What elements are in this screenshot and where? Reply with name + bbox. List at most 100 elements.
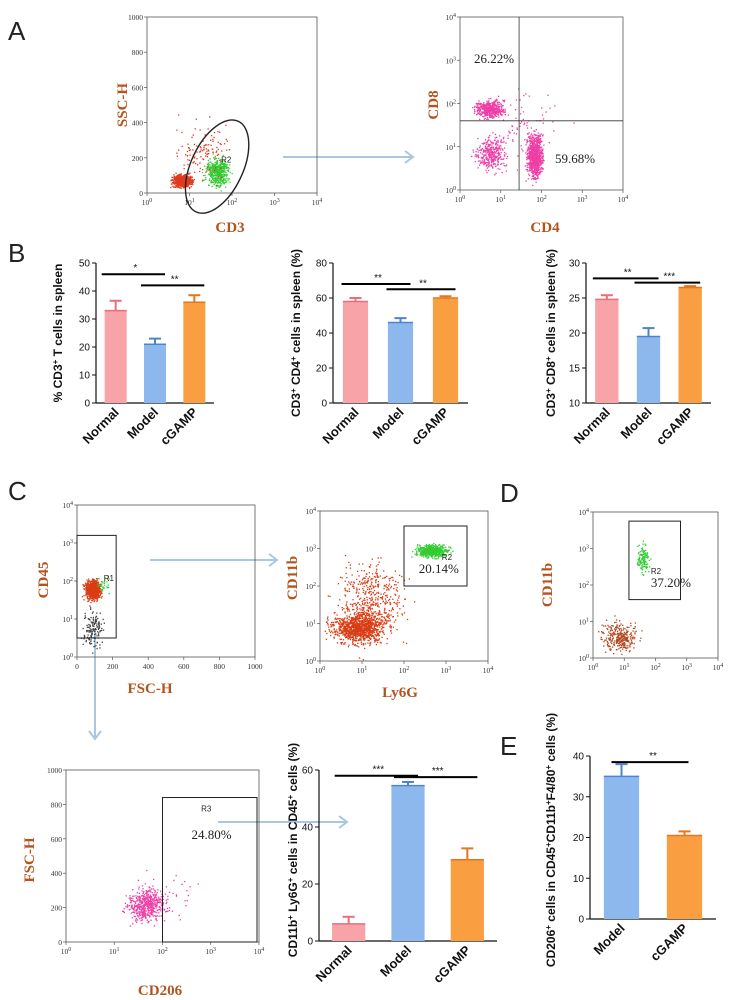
event-dot (175, 186, 177, 188)
event-dot (382, 630, 384, 632)
event-dot (202, 140, 204, 142)
event-dot (494, 155, 497, 158)
event-dot (191, 180, 193, 182)
x-tick-label: 1000 (248, 662, 263, 671)
event-dot (483, 104, 485, 106)
event-dot (380, 619, 382, 621)
event-dot (206, 163, 209, 165)
event-dot (503, 154, 505, 156)
event-dot (480, 149, 482, 152)
event-dot (532, 164, 534, 166)
event-dot (497, 168, 499, 170)
event-dot (215, 184, 218, 187)
event-dot (494, 163, 496, 165)
event-dot (225, 166, 227, 168)
event-dot (181, 131, 183, 134)
event-dot (363, 622, 365, 624)
event-dot (497, 162, 499, 164)
event-dot (104, 577, 106, 579)
event-dot (369, 629, 372, 631)
event-dot (351, 618, 353, 620)
event-dot (206, 166, 208, 168)
event-dot (347, 635, 350, 637)
event-dot (341, 606, 343, 609)
event-dot (94, 585, 96, 587)
event-dot (528, 153, 530, 155)
event-dot (376, 629, 378, 631)
event-dot (490, 149, 492, 151)
event-dot (362, 632, 365, 634)
event-dot (478, 112, 480, 114)
event-dot (214, 178, 217, 181)
event-dot (360, 614, 362, 616)
event-dot (91, 590, 93, 592)
event-dot (536, 141, 538, 143)
event-dot (189, 178, 191, 180)
event-dot (219, 171, 221, 173)
event-dot (94, 599, 96, 601)
event-dot (475, 106, 478, 108)
event-dot (215, 174, 217, 176)
event-dot (498, 109, 501, 111)
event-dot (542, 157, 544, 160)
event-dot (210, 182, 212, 184)
event-dot (341, 625, 343, 627)
event-dot (88, 591, 90, 593)
event-dot (359, 628, 362, 630)
event-dot (90, 636, 92, 638)
event-dot (332, 623, 335, 626)
event-dot (201, 180, 204, 182)
event-dot (348, 632, 350, 634)
event-dot (90, 630, 92, 632)
event-dot (188, 173, 190, 175)
event-dot (193, 143, 195, 146)
event-dot (92, 596, 94, 599)
event-dot (530, 171, 532, 173)
event-dot (507, 114, 510, 116)
y-tick-label: 800 (132, 48, 144, 57)
event-dot (214, 181, 217, 184)
event-dot (187, 182, 189, 184)
event-dot (489, 134, 491, 137)
event-dot (369, 625, 371, 628)
event-dot (177, 180, 179, 182)
event-dot (534, 158, 536, 160)
event-dot (531, 178, 533, 180)
event-dot (545, 111, 547, 113)
event-dot (338, 622, 340, 625)
event-dot (492, 157, 494, 159)
event-dot (535, 129, 537, 131)
event-dot (531, 167, 534, 170)
event-dot (213, 132, 216, 134)
event-dot (489, 105, 491, 107)
event-dot (85, 587, 87, 589)
event-dot (525, 169, 527, 171)
event-dot (100, 597, 103, 599)
event-dot (100, 623, 102, 625)
event-dot (489, 153, 491, 156)
event-dot (99, 588, 101, 590)
event-dot (202, 158, 204, 160)
event-dot (530, 149, 532, 152)
event-dot (374, 619, 376, 622)
event-dot (528, 173, 530, 175)
event-dot (212, 140, 214, 142)
event-dot (491, 117, 494, 119)
event-dot (535, 143, 537, 146)
event-dot (477, 156, 479, 158)
event-dot (339, 620, 341, 622)
event-dot (188, 176, 190, 178)
y-tick-label: 104 (446, 13, 457, 22)
event-dot (217, 141, 219, 143)
event-dot (536, 149, 539, 151)
x-tick-label: 101 (496, 195, 507, 204)
event-dot (494, 99, 496, 101)
event-dot (93, 596, 96, 599)
event-dot (212, 176, 214, 178)
event-dot (101, 627, 103, 630)
event-dot (530, 134, 532, 136)
event-dot (88, 592, 90, 594)
event-dot (490, 155, 492, 157)
event-dot (497, 114, 499, 116)
event-dot (536, 160, 539, 162)
